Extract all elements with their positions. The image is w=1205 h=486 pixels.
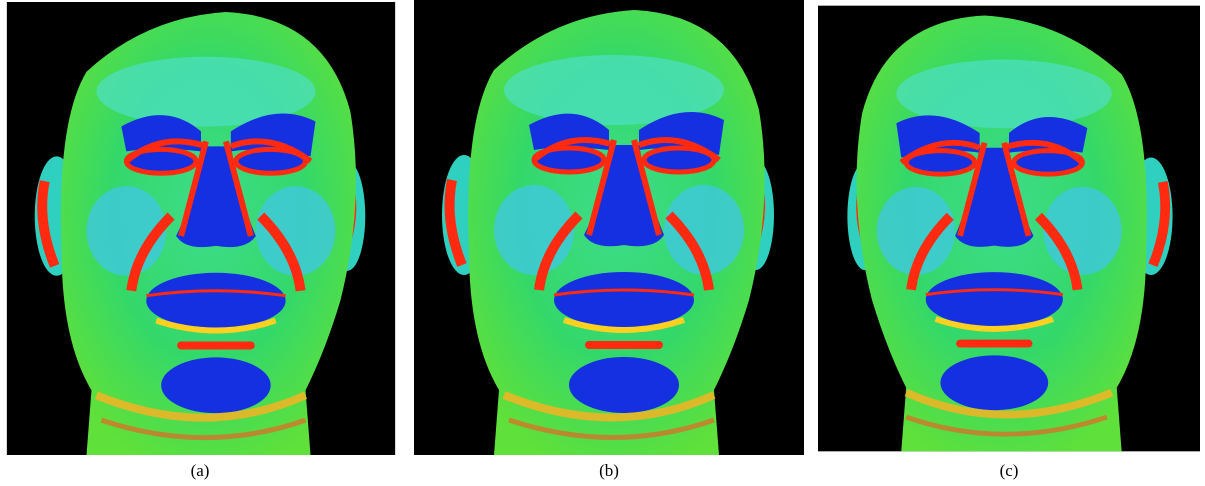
- face-image-c: [818, 6, 1200, 452]
- face-image-b: [414, 0, 804, 455]
- figure: (a) (b) (c): [0, 0, 1205, 486]
- caption: (b): [599, 461, 619, 480]
- caption: (c): [1000, 461, 1019, 480]
- caption: (a): [191, 461, 210, 480]
- face-image-a: [7, 2, 395, 455]
- page: (a) (b) (c) (() => { const data = JSON.p…: [0, 0, 1205, 486]
